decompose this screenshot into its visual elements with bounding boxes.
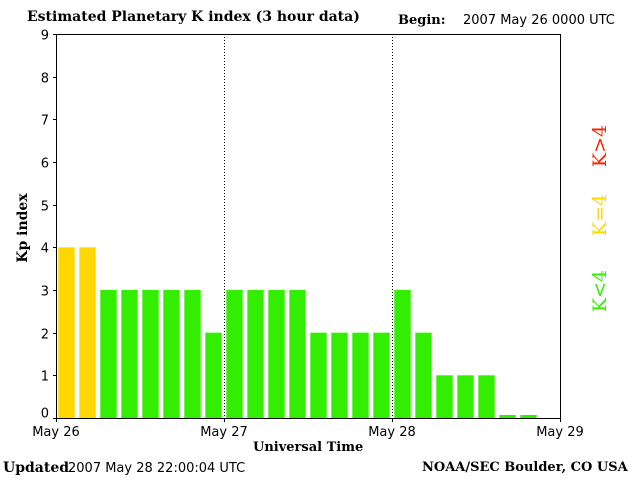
plot-frame <box>56 34 561 419</box>
x-tick-label: May 28 <box>368 425 416 440</box>
y-tick-label: 0 <box>41 407 49 422</box>
kp-bar <box>373 332 390 418</box>
legend-k-equal-4: K=4 <box>589 193 611 237</box>
kp-bar <box>352 332 369 418</box>
kp-bar <box>457 375 474 418</box>
kp-bar <box>478 375 495 418</box>
kp-bar <box>205 332 222 418</box>
kp-bar <box>394 290 411 418</box>
x-axis: May 26 May 27 May 28 May 29 <box>32 418 584 440</box>
kp-bar <box>247 290 264 418</box>
kp-bar <box>331 332 348 418</box>
source-credit: NOAA/SEC Boulder, CO USA <box>422 460 628 475</box>
x-axis-title: Universal Time <box>253 440 364 455</box>
updated-label: Updated <box>3 460 70 476</box>
kp-bar <box>58 247 75 418</box>
kp-bar <box>184 290 201 418</box>
bars-group <box>58 247 537 418</box>
x-tick-label: May 29 <box>536 425 584 440</box>
kp-bar <box>310 332 327 418</box>
y-tick-label: 9 <box>41 29 49 44</box>
y-tick-label: 6 <box>41 157 49 172</box>
y-tick-label: 3 <box>41 285 49 300</box>
y-tick-label: 5 <box>41 200 49 215</box>
kp-bar <box>100 290 117 418</box>
y-axis-title: Kp index <box>15 193 31 263</box>
legend-k-below-4: K<4 <box>589 269 611 313</box>
kp-bar <box>79 247 96 418</box>
y-tick-label: 4 <box>41 242 49 257</box>
kp-bar <box>520 415 537 418</box>
kp-bar <box>499 415 516 418</box>
begin-value: 2007 May 26 0000 UTC <box>463 13 615 28</box>
kp-bar <box>121 290 138 418</box>
y-axis: 0 1 2 3 4 5 6 7 8 9 <box>41 29 56 422</box>
chart-title: Estimated Planetary K index (3 hour data… <box>27 9 360 25</box>
kp-bar <box>163 290 180 418</box>
x-tick-label: May 27 <box>200 425 248 440</box>
kp-bar <box>268 290 285 418</box>
kp-bar <box>142 290 159 418</box>
y-tick-label: 2 <box>41 328 49 343</box>
legend-k-above-4: K>4 <box>589 124 611 168</box>
begin-label: Begin: <box>398 13 446 28</box>
y-tick-label: 1 <box>41 370 49 385</box>
kp-bar <box>289 290 306 418</box>
y-tick-label: 8 <box>41 72 49 87</box>
updated-value: 2007 May 28 22:00:04 UTC <box>68 461 246 476</box>
day-dividers <box>224 34 393 418</box>
kp-bar <box>415 332 432 418</box>
y-tick-label: 7 <box>41 114 49 129</box>
kp-bar <box>436 375 453 418</box>
x-tick-label: May 26 <box>32 425 80 440</box>
kp-bar <box>226 290 243 418</box>
